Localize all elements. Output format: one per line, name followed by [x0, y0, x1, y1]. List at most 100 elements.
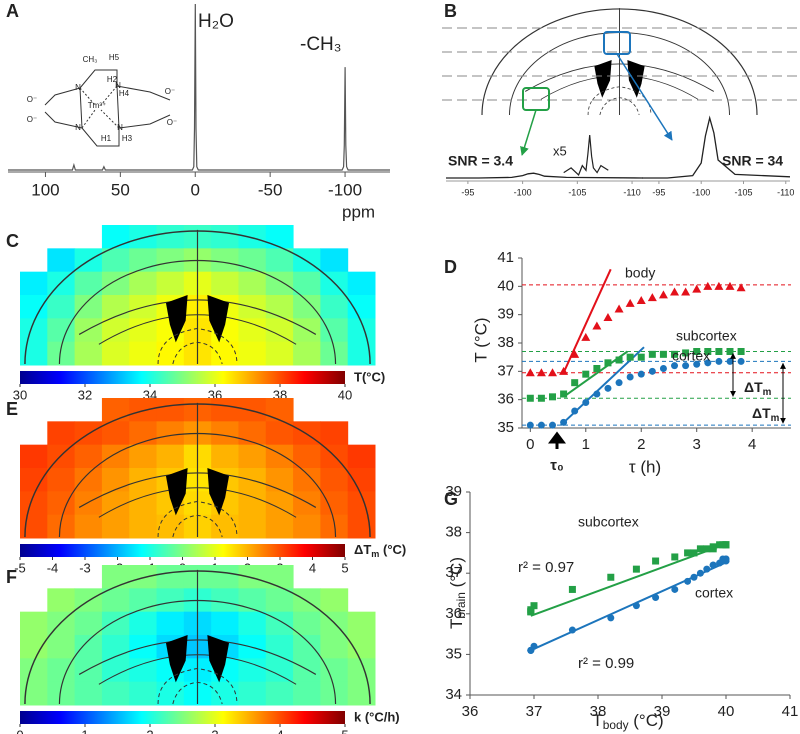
colorbar-label: ΔTm (°C) [354, 542, 406, 559]
y-axis-label: T (°C) [471, 317, 490, 362]
heatmap-cell [156, 611, 185, 636]
heatmap-cell [156, 681, 185, 706]
x-axis-label: τ (h) [629, 457, 661, 476]
structure-label: O⁻ [27, 95, 37, 104]
series-label: subcortex [676, 328, 737, 344]
heatmap-cell [238, 658, 267, 683]
heatmap-cell [47, 514, 76, 539]
colorbar-tick-label: 30 [13, 387, 27, 402]
heatmap-cell [211, 225, 239, 249]
heatmap-cell [320, 658, 349, 683]
heatmap-cell [20, 444, 48, 469]
marker [659, 350, 667, 358]
marker [637, 370, 645, 378]
heatmap-cell [347, 635, 376, 659]
heatmap-cell [129, 398, 158, 422]
heatmap-cell [265, 398, 294, 422]
marker [648, 367, 656, 375]
heatmap-cell [101, 318, 130, 343]
marker [726, 348, 734, 355]
spectrum [8, 3, 390, 171]
marker [704, 348, 712, 355]
y-tick-label: 38 [445, 524, 462, 541]
heatmap-cell [211, 271, 239, 296]
heatmap-cell [47, 295, 76, 319]
marker [549, 393, 557, 401]
heatmap-cell [101, 421, 130, 446]
heatmap-cell [265, 658, 294, 683]
heatmap-cell [20, 681, 48, 706]
marker [637, 353, 645, 361]
heatmap-cell [101, 611, 130, 636]
marker [736, 283, 746, 292]
marker [525, 368, 535, 377]
heatmap-cell [20, 341, 48, 366]
structure-label: H4 [119, 89, 130, 98]
marker [681, 287, 691, 296]
marker [690, 549, 698, 557]
marker [719, 555, 727, 563]
colorbar [20, 544, 345, 557]
x-tick-label: -105 [568, 187, 586, 197]
marker [715, 357, 723, 365]
x-tick-label: 0 [526, 436, 534, 453]
heatmap-cell [74, 658, 103, 683]
heatmap-cell [265, 421, 294, 446]
marker [615, 379, 623, 387]
heatmap-cell [47, 681, 76, 706]
marker [709, 543, 717, 551]
series-label: cortex [672, 348, 710, 364]
heatmap-cell [101, 565, 130, 589]
series-label: body [625, 265, 655, 281]
marker [560, 418, 568, 426]
x-tick-label: -50 [258, 180, 283, 199]
marker [530, 642, 538, 650]
heatmap-cell [211, 444, 239, 469]
structure-label: H3 [122, 134, 133, 143]
heatmap-cell [20, 514, 48, 539]
x-axis-label-part: (°C) [629, 711, 664, 730]
delta-label: ΔTm [744, 379, 772, 398]
marker [607, 614, 615, 622]
marker [703, 281, 713, 290]
heatmap-cell [74, 271, 103, 296]
colorbar-tick-label: 3 [211, 727, 218, 734]
x-tick-label: 36 [462, 703, 479, 720]
heatmap-cell [101, 681, 130, 706]
heatmap-cell [101, 398, 130, 422]
heatmap-cell [347, 341, 376, 366]
heatmap-cell [320, 491, 349, 516]
marker [725, 281, 735, 290]
heatmap-cell [101, 468, 130, 492]
marker [703, 545, 711, 553]
marker [530, 602, 538, 610]
heatmap-cell [238, 514, 267, 539]
structure-label: N [115, 81, 121, 90]
marker [682, 349, 690, 357]
x-tick-label: 0 [191, 180, 200, 199]
snr-label: SNR = 3.4 [448, 153, 513, 169]
heatmap-cell [320, 318, 349, 343]
heatmap-cell [20, 468, 48, 492]
heatmap-cell [74, 635, 103, 659]
y-tick-label: 37 [445, 564, 462, 581]
heatmap-cell [129, 318, 158, 343]
heatmap-cell [20, 635, 48, 659]
heatmap-cell [265, 295, 294, 319]
structure-label: H2 [107, 75, 118, 84]
r2-label: r² = 0.97 [518, 559, 574, 576]
structure-label: CH₃ [83, 55, 98, 64]
heatmap-cell [156, 588, 185, 613]
heatmap-cell [293, 491, 321, 516]
heatmap-cell [347, 491, 376, 516]
marker [559, 366, 569, 375]
heatmap-cell [156, 225, 185, 249]
heatmap-cell [211, 565, 239, 589]
colorbar-label: k (°C/h) [354, 709, 400, 724]
marker [593, 365, 601, 372]
structure-label: H1 [101, 134, 112, 143]
marker [632, 602, 640, 610]
heatmap-cell [293, 681, 321, 706]
marker [537, 421, 545, 429]
structure-label: N [75, 83, 81, 92]
